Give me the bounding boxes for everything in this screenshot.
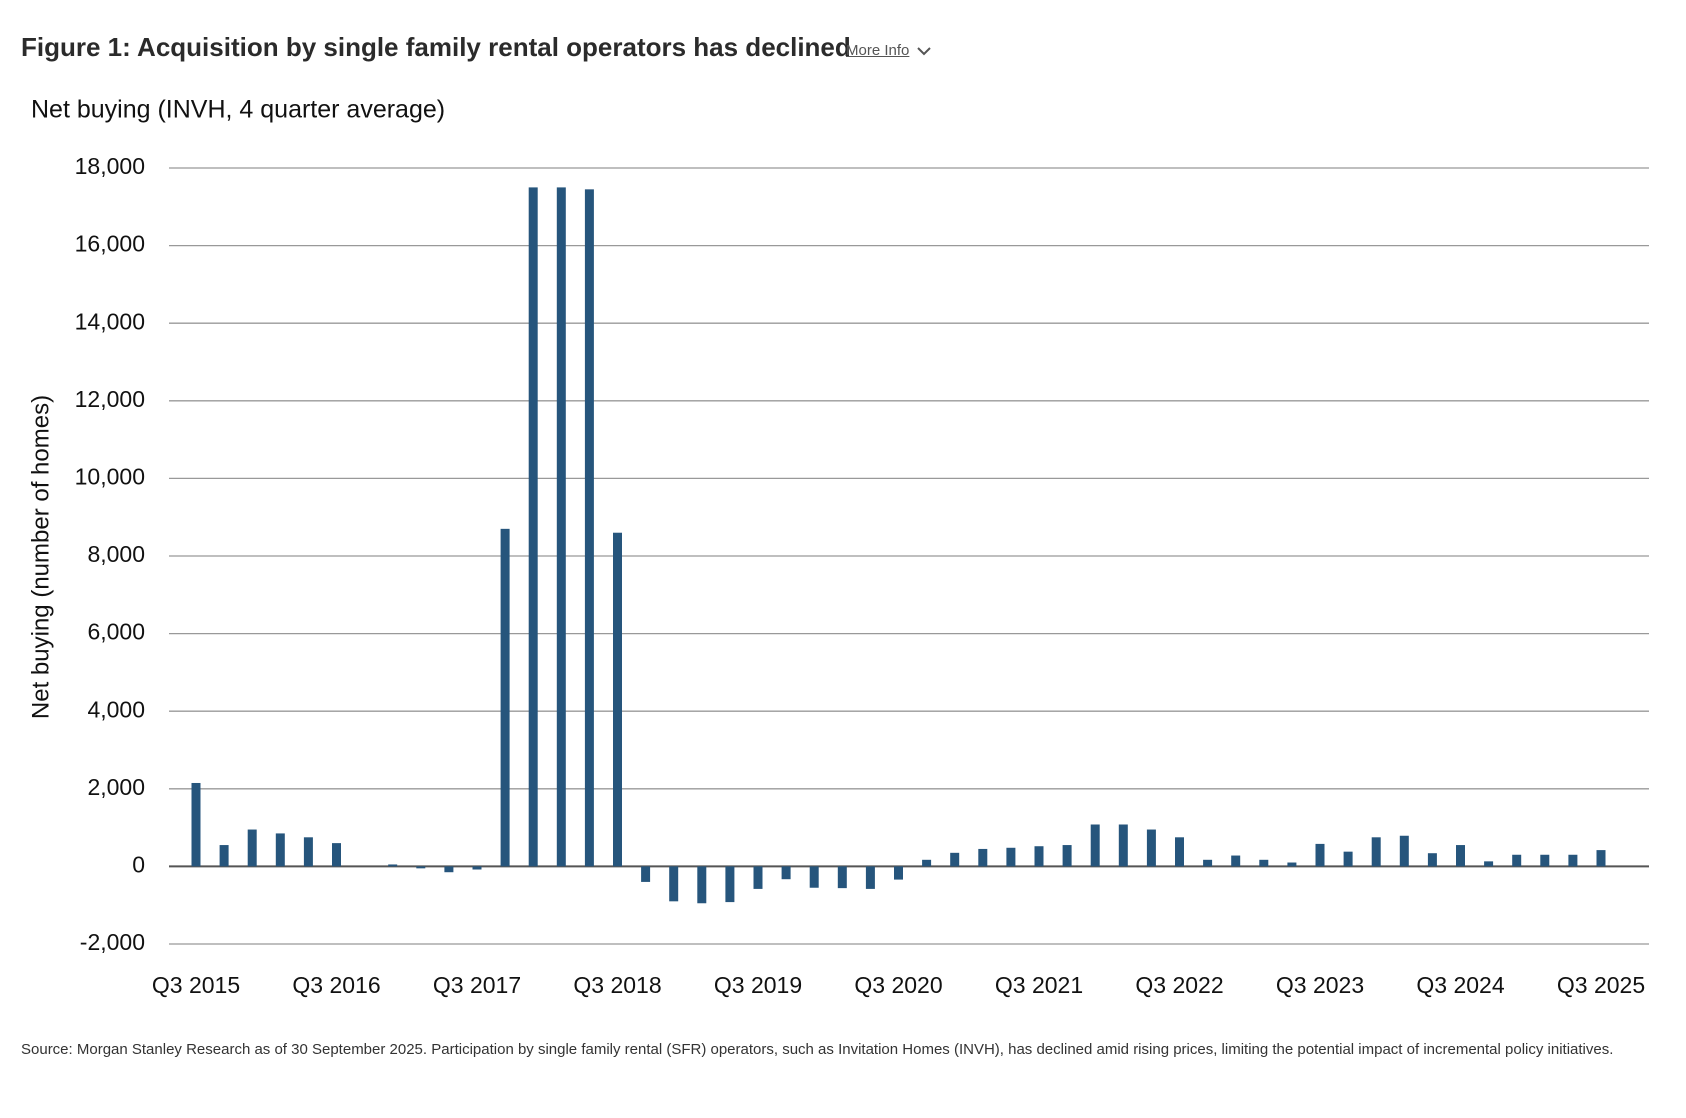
bar: [669, 866, 679, 902]
x-tick-label: Q3 2022: [1135, 972, 1223, 998]
bar: [613, 532, 622, 867]
bar: [1540, 854, 1550, 867]
bar: [1090, 824, 1100, 867]
y-tick-label: 8,000: [87, 541, 145, 567]
bar: [725, 866, 735, 903]
source-note: Source: Morgan Stanley Research as of 30…: [21, 1041, 1614, 1058]
bar: [781, 866, 791, 880]
y-tick-label: 16,000: [75, 231, 145, 257]
chart-subtitle: Net buying (INVH, 4 quarter average): [31, 96, 445, 124]
x-tick-label: Q3 2024: [1416, 972, 1504, 998]
x-tick-label: Q3 2017: [433, 972, 521, 998]
bar: [1399, 835, 1409, 867]
bar: [697, 866, 707, 904]
bar: [1034, 846, 1044, 867]
y-tick-label: -2,000: [80, 929, 145, 955]
figure-title: Figure 1: Acquisition by single family r…: [21, 32, 851, 62]
bar: [1203, 859, 1213, 867]
chart: Net buying (INVH, 4 quarter average) Net…: [27, 96, 1649, 998]
bar: [247, 829, 257, 867]
bar: [219, 845, 229, 867]
y-tick-label: 12,000: [75, 386, 145, 412]
y-tick-label: 6,000: [87, 619, 145, 645]
bar: [894, 866, 903, 880]
bar: [1062, 845, 1072, 867]
y-tick-label: 10,000: [75, 463, 145, 489]
bar: [332, 843, 341, 867]
bar: [950, 852, 960, 867]
bar: [191, 782, 201, 867]
bar: [1006, 847, 1016, 867]
bar: [1259, 859, 1269, 867]
bar: [584, 189, 594, 867]
bar: [1371, 837, 1381, 867]
bar: [556, 187, 566, 867]
bar: [275, 833, 285, 867]
bar: [641, 866, 651, 882]
y-axis-label: Net buying (number of homes): [27, 395, 54, 719]
bar: [1427, 853, 1437, 867]
bar: [1456, 845, 1465, 867]
bar: [388, 864, 398, 867]
bar: [1287, 862, 1297, 867]
bar: [528, 187, 538, 867]
bar: [978, 848, 988, 867]
bar: [1512, 854, 1522, 867]
x-tick-label: Q3 2015: [152, 972, 240, 998]
bar: [922, 859, 932, 867]
bar: [1568, 854, 1578, 867]
bar: [1315, 843, 1325, 867]
y-tick-label: 2,000: [87, 774, 145, 800]
bar: [837, 866, 847, 889]
bar: [303, 837, 313, 867]
more-info-link[interactable]: More Info: [846, 42, 932, 59]
y-tick-label: 14,000: [75, 308, 145, 334]
y-tick-label: 0: [132, 851, 145, 877]
chevron-icon[interactable]: [917, 46, 932, 56]
x-tick-label: Q3 2019: [714, 972, 802, 998]
x-tick-label: Q3 2025: [1557, 972, 1645, 998]
more-info-text[interactable]: More Info: [846, 42, 910, 59]
bar: [1175, 837, 1184, 867]
x-tick-label: Q3 2016: [292, 972, 380, 998]
bar: [416, 866, 426, 869]
bar: [1343, 851, 1353, 867]
bar: [809, 866, 819, 888]
x-tick-label: Q3 2021: [995, 972, 1083, 998]
bar: [472, 866, 482, 870]
x-tick-label: Q3 2018: [573, 972, 661, 998]
x-tick-label: Q3 2020: [854, 972, 942, 998]
bar: [753, 866, 763, 889]
y-tick-label: 18,000: [75, 153, 145, 179]
bar: [1484, 861, 1494, 867]
bar: [1231, 855, 1241, 867]
bar: [500, 528, 510, 867]
y-tick-label: 4,000: [87, 696, 145, 722]
bar: [865, 866, 875, 889]
bar: [1596, 850, 1606, 867]
bar: [444, 866, 454, 873]
bar: [1146, 829, 1156, 867]
x-tick-label: Q3 2023: [1276, 972, 1364, 998]
bar: [1118, 824, 1128, 867]
